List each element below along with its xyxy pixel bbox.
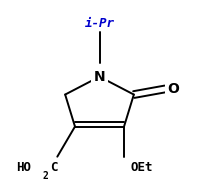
Text: O: O [167,82,179,96]
Text: 2: 2 [43,171,49,181]
Text: C: C [51,161,58,174]
Text: HO: HO [17,161,31,174]
Text: OEt: OEt [131,161,153,174]
Text: N: N [94,70,105,84]
Text: i-Pr: i-Pr [85,17,114,30]
